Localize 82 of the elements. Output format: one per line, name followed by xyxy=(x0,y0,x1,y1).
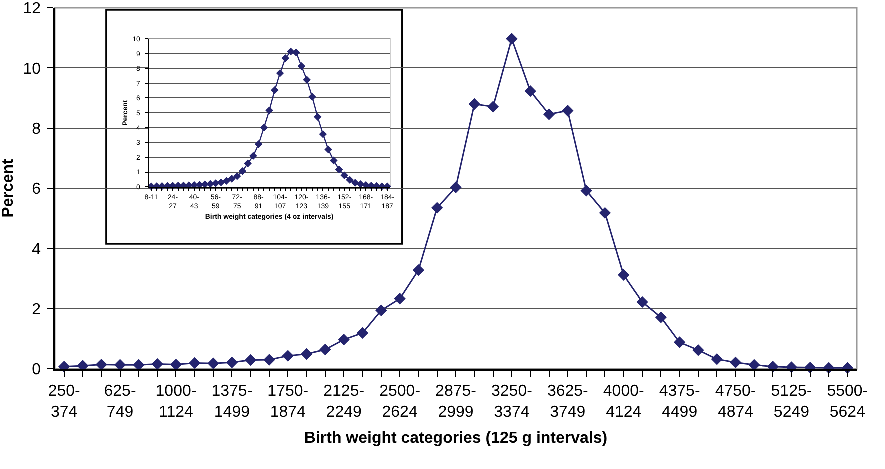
point xyxy=(208,358,220,370)
x-axis-title: Birth weight categories (125 g intervals) xyxy=(304,430,608,447)
point xyxy=(468,98,480,110)
point xyxy=(233,172,242,180)
x-tick-label: 1750-1874 xyxy=(268,382,309,421)
point xyxy=(189,357,201,370)
point xyxy=(487,101,500,113)
point xyxy=(228,175,236,183)
point xyxy=(618,269,630,281)
point xyxy=(346,176,354,184)
point xyxy=(212,180,220,188)
point xyxy=(711,354,723,366)
x-tick-label: 4000-4124 xyxy=(603,382,644,421)
point xyxy=(152,358,164,370)
x-tick-label: 4750-4874 xyxy=(715,382,756,421)
point xyxy=(324,146,332,154)
point xyxy=(376,304,388,316)
point xyxy=(282,54,290,62)
x-tick-label: 2500-2624 xyxy=(380,382,421,421)
point xyxy=(394,293,406,305)
y-tick-label: 10 xyxy=(23,60,42,78)
y-axis-title: Percent xyxy=(0,158,17,218)
point xyxy=(244,160,252,168)
point xyxy=(282,350,294,362)
y-tick-label: 12 xyxy=(23,0,42,18)
point xyxy=(260,124,268,132)
point xyxy=(266,106,274,115)
y-tick-label: 6 xyxy=(32,181,42,198)
point xyxy=(674,336,686,348)
point xyxy=(562,105,574,117)
x-tick-label: 250-374 xyxy=(48,382,80,421)
y-tick-label: 0 xyxy=(32,362,42,379)
point xyxy=(356,327,369,340)
point xyxy=(580,185,592,197)
point xyxy=(340,172,349,180)
point xyxy=(300,348,313,360)
point xyxy=(338,334,350,346)
point xyxy=(335,166,344,174)
y-tick-label: 4 xyxy=(32,241,42,258)
point xyxy=(292,48,300,57)
point xyxy=(599,207,612,220)
point xyxy=(320,344,332,356)
y-tick-label: 8 xyxy=(32,120,42,138)
point xyxy=(226,356,238,369)
point xyxy=(692,344,704,356)
point xyxy=(264,354,276,366)
point xyxy=(543,108,556,120)
point xyxy=(432,202,444,214)
x-tick-label: 3250-3374 xyxy=(491,382,532,421)
point xyxy=(217,178,226,187)
x-tick-label: 5125-5249 xyxy=(771,382,812,421)
point xyxy=(238,167,247,176)
point xyxy=(308,93,316,101)
x-tick-label: 3625-3749 xyxy=(547,382,588,421)
point xyxy=(298,62,306,70)
point xyxy=(250,152,258,160)
point xyxy=(636,296,648,308)
point xyxy=(450,182,462,194)
point xyxy=(314,113,322,121)
x-tick-label: 1000-1124 xyxy=(156,382,197,421)
point xyxy=(412,264,425,276)
point xyxy=(330,156,338,165)
point xyxy=(271,86,279,94)
point xyxy=(506,33,518,45)
point xyxy=(303,76,311,84)
x-tick-label: 2875-2999 xyxy=(436,382,476,421)
point xyxy=(351,179,360,187)
point xyxy=(244,354,257,366)
x-tick-label: 5500-5624 xyxy=(827,382,868,421)
point xyxy=(254,140,263,148)
point xyxy=(730,356,742,369)
x-tick-label: 4375-4499 xyxy=(659,382,700,421)
point xyxy=(655,312,668,324)
x-tick-label: 625-749 xyxy=(104,382,136,421)
x-tick-label: 1375-1499 xyxy=(212,382,253,421)
x-tick-label: 2125-2249 xyxy=(324,382,365,421)
point xyxy=(276,69,284,78)
y-tick-label: 2 xyxy=(32,301,42,318)
point xyxy=(222,177,231,186)
point xyxy=(319,130,328,138)
point xyxy=(524,85,536,98)
point xyxy=(287,48,295,56)
